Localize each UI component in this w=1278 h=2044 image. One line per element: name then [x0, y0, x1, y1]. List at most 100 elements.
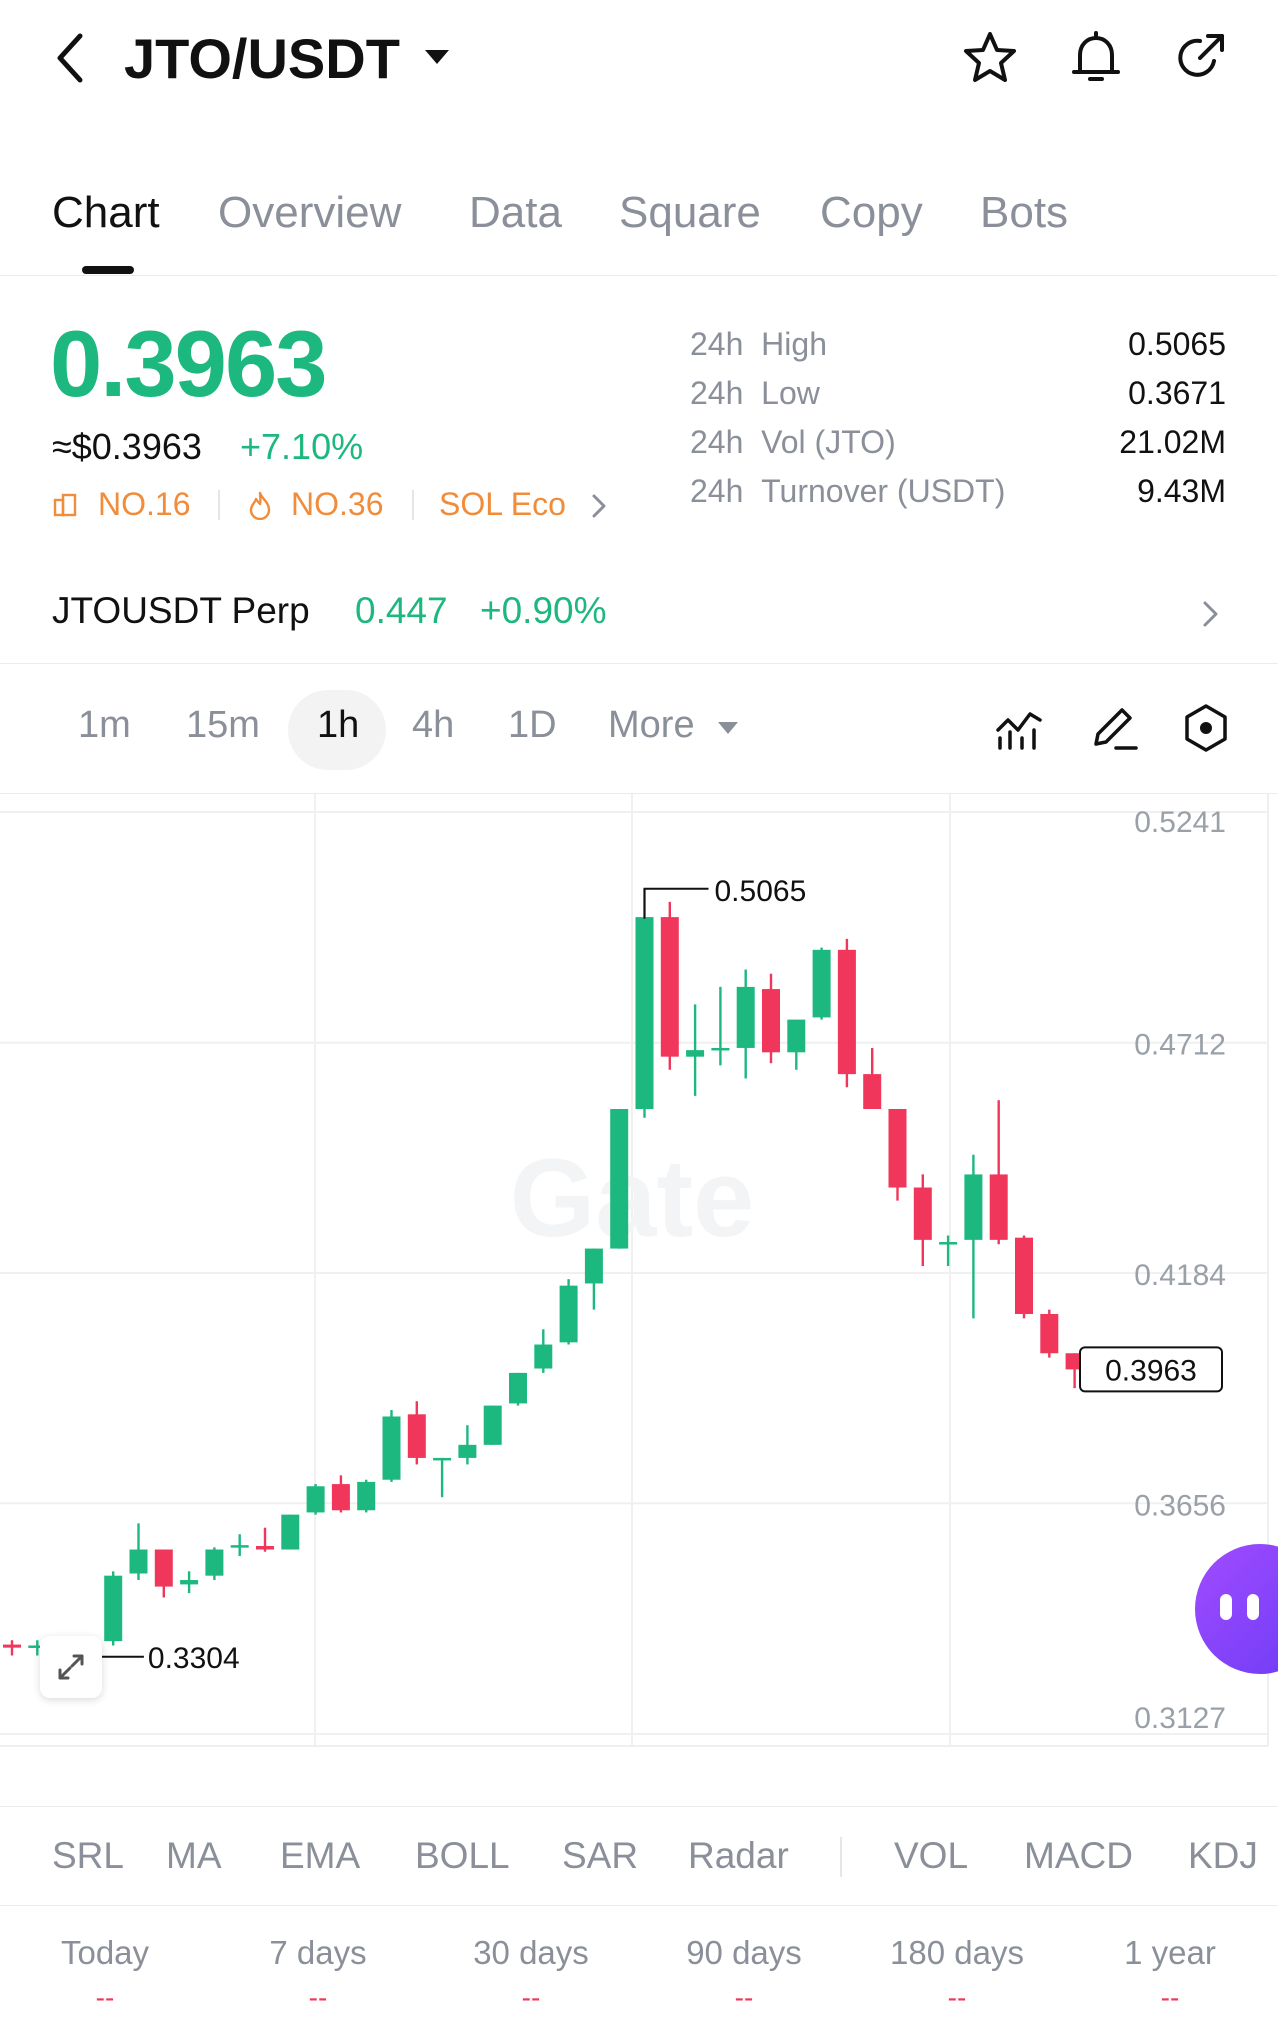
- candle: [433, 1457, 452, 1498]
- star-icon[interactable]: [960, 28, 1020, 88]
- indicator-boll[interactable]: BOLL: [415, 1835, 510, 1876]
- period-1y: 1 year --: [1124, 1934, 1216, 2013]
- candle-body: [686, 1050, 705, 1057]
- candle: [913, 1174, 932, 1267]
- candle-body: [610, 1109, 629, 1249]
- chevron-right-icon[interactable]: [1196, 596, 1226, 632]
- y-tick-label: 0.3127: [1134, 1702, 1226, 1735]
- interval-1h[interactable]: 1h: [317, 704, 360, 746]
- hot-icon: [249, 491, 271, 520]
- rank-tag[interactable]: NO.16: [98, 486, 191, 522]
- collapse-chart-button[interactable]: [40, 1636, 102, 1698]
- candle-body: [559, 1285, 578, 1343]
- indicator-kdj[interactable]: KDJ: [1188, 1835, 1258, 1876]
- bell-icon[interactable]: [1066, 28, 1126, 88]
- candle: [331, 1475, 350, 1513]
- interval-more[interactable]: More: [608, 704, 695, 746]
- y-tick-label: 0.3656: [1134, 1489, 1226, 1522]
- stat-low-label: 24h Low: [690, 375, 820, 411]
- tab-square[interactable]: Square: [619, 188, 761, 237]
- current-price-label: 0.3963: [1105, 1354, 1197, 1387]
- hot-tag[interactable]: NO.36: [291, 486, 384, 522]
- bot-eye: [1247, 1594, 1259, 1620]
- tab-chart[interactable]: Chart: [52, 188, 160, 237]
- candle: [863, 1047, 882, 1110]
- interval-15m[interactable]: 15m: [186, 704, 260, 746]
- candle-body: [863, 1074, 882, 1110]
- divider: [0, 793, 1278, 794]
- y-tick-label: 0.4712: [1134, 1029, 1226, 1062]
- period-7d: 7 days --: [269, 1934, 367, 2013]
- chevron-right-icon[interactable]: [588, 490, 610, 522]
- candlestick-chart[interactable]: Gate 0.52410.47120.41840.36560.312701-27…: [0, 794, 1278, 1754]
- rank-icon: [53, 493, 77, 517]
- candle: [306, 1484, 325, 1515]
- indicator-icon[interactable]: [990, 700, 1046, 756]
- candle: [1015, 1235, 1033, 1319]
- candle-body: [913, 1187, 932, 1240]
- candle-body: [433, 1457, 452, 1461]
- candle: [3, 1640, 21, 1656]
- candle-body: [3, 1644, 21, 1648]
- candle-body: [964, 1174, 983, 1240]
- candle: [1040, 1309, 1059, 1358]
- tab-overview[interactable]: Overview: [218, 188, 402, 237]
- period-30d: 30 days --: [473, 1934, 589, 2013]
- candle-body: [205, 1549, 224, 1576]
- indicator-radar[interactable]: Radar: [688, 1835, 789, 1876]
- watermark-logo: Gate: [510, 1137, 755, 1260]
- candle: [686, 1004, 705, 1096]
- pair-dropdown-icon[interactable]: [425, 50, 449, 64]
- indicator-sar[interactable]: SAR: [562, 1835, 639, 1876]
- candle: [180, 1571, 199, 1594]
- tab-data[interactable]: Data: [469, 188, 562, 237]
- stat-high-label: 24h High: [690, 326, 827, 362]
- interval-4h[interactable]: 4h: [412, 704, 455, 746]
- candle-body: [787, 1019, 806, 1053]
- indicator-ema[interactable]: EMA: [280, 1835, 361, 1876]
- candle-body: [28, 1645, 47, 1648]
- current-price-box: [1079, 1346, 1223, 1393]
- stat-volume-value: 21.02M: [1119, 424, 1226, 460]
- candle: [256, 1527, 274, 1552]
- candle: [534, 1329, 553, 1373]
- more-dropdown-icon[interactable]: [718, 722, 738, 734]
- indicator-macd[interactable]: MACD: [1024, 1835, 1133, 1876]
- perp-name[interactable]: JTOUSDT Perp: [52, 590, 310, 631]
- candle: [382, 1409, 401, 1482]
- candle: [888, 1109, 907, 1201]
- indicator-vol[interactable]: VOL: [894, 1835, 969, 1876]
- draw-icon[interactable]: [1086, 700, 1142, 756]
- candle-body: [256, 1546, 274, 1550]
- interval-1m[interactable]: 1m: [78, 704, 131, 746]
- tab-copy[interactable]: Copy: [820, 188, 923, 237]
- candle-body: [509, 1372, 527, 1404]
- candle-body: [407, 1414, 426, 1458]
- indicator-ma[interactable]: MA: [166, 1835, 222, 1876]
- indicator-bar: SRL MA EMA BOLL SAR Radar VOL MACD KDJ: [0, 1806, 1278, 1906]
- interval-1d[interactable]: 1D: [508, 704, 557, 746]
- candle: [812, 947, 831, 1020]
- candle-body: [180, 1580, 199, 1585]
- top-bar: JTO/USDT: [0, 0, 1278, 130]
- candle: [483, 1405, 502, 1445]
- candle: [787, 1019, 806, 1070]
- candle: [660, 901, 679, 1070]
- indicator-srl[interactable]: SRL: [52, 1835, 124, 1876]
- perp-change: +0.90%: [480, 590, 607, 631]
- candle: [939, 1235, 958, 1267]
- back-icon[interactable]: [48, 28, 96, 88]
- stat-low-value: 0.3671: [1128, 375, 1226, 411]
- ecosystem-tag[interactable]: SOL Eco: [439, 486, 566, 522]
- candle-body: [331, 1484, 350, 1511]
- settings-icon[interactable]: [1178, 700, 1234, 756]
- pair-title[interactable]: JTO/USDT: [124, 27, 400, 90]
- candle-body: [1040, 1313, 1059, 1354]
- candle: [837, 938, 856, 1088]
- high-marker-line: [643, 887, 709, 919]
- candle: [28, 1640, 47, 1656]
- share-icon[interactable]: [1170, 28, 1230, 88]
- tab-bots[interactable]: Bots: [980, 188, 1069, 237]
- collapse-icon: [58, 1654, 84, 1680]
- candle: [407, 1401, 426, 1465]
